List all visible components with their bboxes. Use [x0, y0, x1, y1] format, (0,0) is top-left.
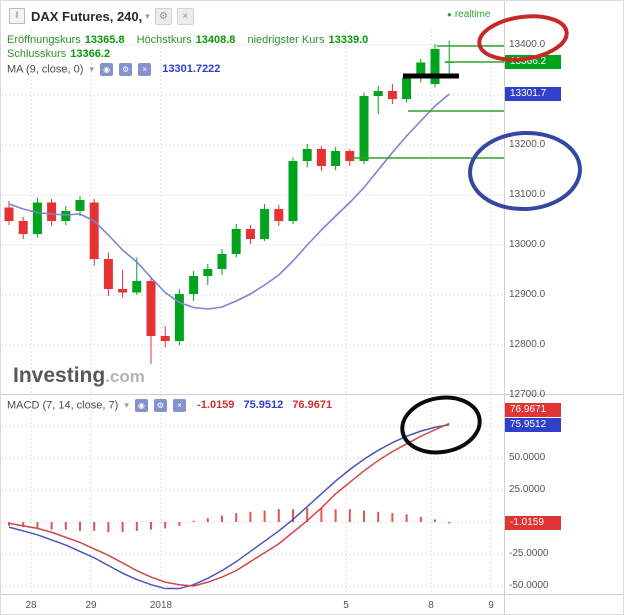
time-axis-label: 29 — [85, 600, 97, 611]
price-badge: 13366.2 — [505, 54, 561, 69]
price-axis-label: 13200.0 — [509, 139, 546, 150]
price-badge: -1.0159 — [505, 516, 561, 531]
macd-chart-svg[interactable] — [1, 394, 504, 594]
realtime-indicator: ● realtime — [447, 9, 490, 20]
time-axis-border — [1, 594, 623, 595]
time-axis-label: 28 — [25, 600, 37, 611]
ma-indicator-label[interactable]: MA (9, close, 0) — [7, 63, 84, 76]
close-label: Schlusskurs — [7, 48, 67, 60]
chart-settings-button[interactable]: ⚙ — [154, 7, 172, 25]
ma-remove-button[interactable]: × — [138, 63, 152, 76]
title-caret-icon[interactable]: ▾ — [145, 10, 150, 21]
ma-settings-button[interactable]: ⚙ — [119, 63, 133, 76]
price-axis-label: 13000.0 — [509, 239, 546, 250]
macd-signal-value: 76.9671 — [292, 399, 333, 412]
price-axis-border — [504, 1, 505, 614]
macd-settings-button[interactable]: ⚙ — [153, 399, 167, 412]
ohlc-legend-row: Eröffnungskurs 13365.8 Höchstkurs 13408.8 … — [7, 34, 377, 46]
time-axis-label: 2018 — [149, 600, 173, 611]
low-value: 13339.0 — [328, 34, 369, 46]
macd-indicator-row: MACD (7, 14, close, 7) ▾ ◉ ⚙ × -1.0159 7… — [7, 399, 332, 412]
high-value: 13408.8 — [195, 34, 236, 46]
macd-signal-line — [8, 422, 450, 587]
title-bar: ‖ DAX Futures, 240, ▾ ⚙ × — [1, 1, 512, 31]
ma-value: 13301.7222 — [162, 63, 221, 76]
macd-main-value: 75.9512 — [243, 399, 284, 412]
high-label: Höchstkurs — [136, 34, 192, 46]
price-badge: 76.9671 — [505, 402, 561, 417]
macd-visibility-button[interactable]: ◉ — [134, 399, 148, 412]
ma-caret-icon[interactable]: ▾ — [89, 64, 95, 75]
price-badge: 13301.7 — [505, 87, 561, 102]
ma-line — [8, 93, 450, 310]
time-axis-label: 9 — [488, 600, 494, 611]
open-value: 13365.8 — [84, 34, 125, 46]
price-axis-label: 12800.0 — [509, 339, 546, 350]
time-axis[interactable] — [1, 595, 623, 614]
price-axis-label: 12700.0 — [509, 389, 546, 400]
close-value: 13366.2 — [70, 48, 111, 60]
realtime-label: realtime — [454, 9, 491, 20]
price-axis-label: 13400.0 — [509, 39, 546, 50]
time-axis-label: 8 — [428, 600, 434, 611]
realtime-dot-icon: ● — [447, 10, 452, 19]
macd-hist-value: -1.0159 — [197, 399, 235, 412]
macd-axis-label: -25.0000 — [509, 548, 549, 559]
investing-logo-name: Investing — [13, 364, 106, 387]
macd-caret-icon[interactable]: ▾ — [124, 400, 129, 411]
chart-close-button[interactable]: × — [176, 7, 194, 25]
macd-axis-label: 50.0000 — [509, 452, 546, 463]
time-axis-label: 5 — [343, 600, 349, 611]
panel-divider — [1, 394, 623, 395]
macd-remove-button[interactable]: × — [173, 399, 187, 412]
symbol-title[interactable]: DAX Futures, 240, — [31, 8, 143, 24]
candles-layer — [4, 40, 454, 364]
investing-logo: Investing.com — [13, 364, 145, 388]
price-axis-label: 12900.0 — [509, 289, 546, 300]
ma-indicator-row: MA (9, close, 0) ▾ ◉ ⚙ × 13301.7222 — [7, 63, 220, 76]
macd-indicator-label[interactable]: MACD (7, 14, close, 7) — [7, 399, 119, 412]
macd-axis-label: 25.0000 — [509, 484, 546, 495]
close-legend-row: Schlusskurs 13366.2 — [7, 48, 119, 60]
ma-visibility-button[interactable]: ◉ — [100, 63, 114, 76]
chart-style-icon[interactable]: ‖ — [9, 8, 25, 24]
main-chart-svg[interactable] — [1, 31, 504, 394]
price-axis-label: 13100.0 — [509, 189, 546, 200]
macd-line — [8, 424, 450, 590]
price-badge: 75.9512 — [505, 417, 561, 432]
macd-axis-label: -50.0000 — [509, 580, 549, 591]
investing-logo-tld: .com — [105, 367, 145, 386]
open-label: Eröffnungskurs — [7, 34, 81, 46]
low-label: niedrigster Kurs — [247, 34, 325, 46]
